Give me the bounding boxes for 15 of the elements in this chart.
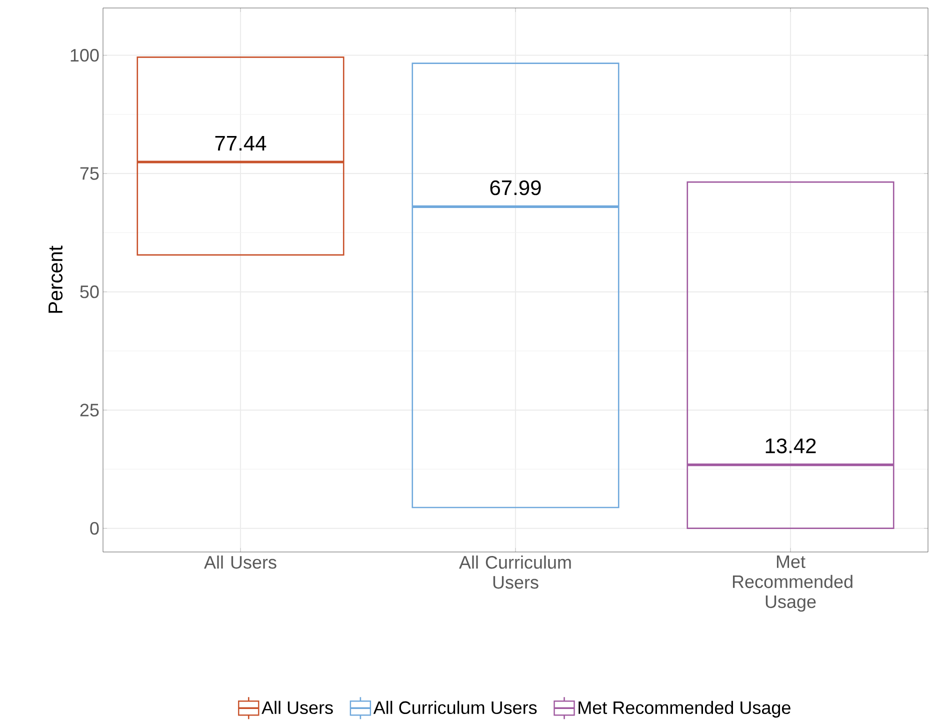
legend-label: All Curriculum Users [373,700,537,714]
y-tick-label: 25 [80,404,99,416]
legend-label: All Users [262,700,333,714]
annotation: 13.42 [766,438,816,454]
annotation: 77.44 [215,136,266,150]
y-axis-title: Percent [48,246,63,313]
x-tick-label: All Users [204,556,276,569]
y-tick-label: 0 [90,522,99,535]
legend-label: Met Recommended Usage [578,700,790,718]
annotation: 67.99 [490,180,541,196]
x-tick-label: Met Recommended Usage [732,556,852,612]
y-tick-label: 100 [70,48,99,62]
x-tick-label: All Curriculum Users [459,556,571,589]
y-tick-label: 75 [80,167,99,180]
y-tick-label: 50 [80,285,99,298]
